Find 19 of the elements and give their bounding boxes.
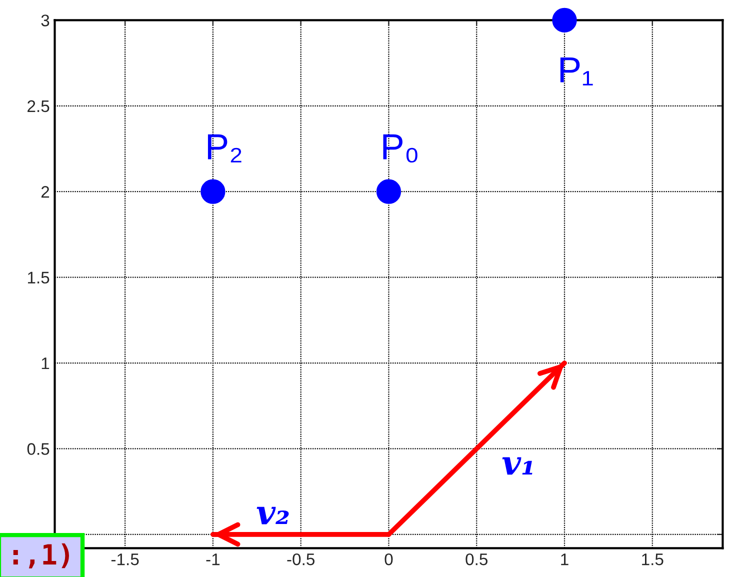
y-tick-label: 1 (42, 358, 50, 370)
x-tick-label: -0.5 (287, 553, 314, 566)
annotation: P₁ (560, 57, 593, 86)
x-tick-label: 1 (561, 554, 568, 566)
series-label: v₁ (502, 457, 532, 475)
x-tick-label: 0 (384, 553, 393, 566)
y-tick-label: 2.5 (28, 100, 50, 112)
annotation: :,1) (13, 543, 69, 568)
x-tick-label: -1.5 (111, 554, 139, 566)
y-tick-label: 2 (41, 186, 50, 198)
legend-label: v₂ (256, 506, 289, 524)
annotation: P₀ (383, 134, 418, 163)
x-tick-label: 1.5 (642, 554, 664, 566)
y-tick-label: 3 (41, 14, 50, 26)
y-tick-label: 1.5 (28, 272, 50, 284)
y-tick-label: 0.5 (27, 443, 50, 455)
annotation: P₂ (208, 134, 242, 162)
x-tick-label: 0.5 (466, 553, 488, 566)
x-tick-label: -1 (206, 554, 220, 566)
